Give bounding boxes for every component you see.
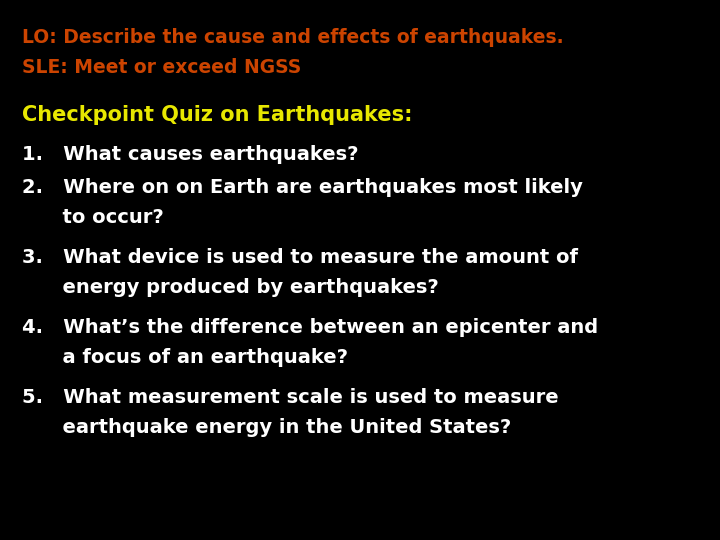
Text: earthquake energy in the United States?: earthquake energy in the United States? bbox=[22, 418, 511, 437]
Text: 1.   What causes earthquakes?: 1. What causes earthquakes? bbox=[22, 145, 359, 164]
Text: 3.   What device is used to measure the amount of: 3. What device is used to measure the am… bbox=[22, 248, 578, 267]
Text: 2.   Where on on Earth are earthquakes most likely: 2. Where on on Earth are earthquakes mos… bbox=[22, 178, 583, 197]
Text: Checkpoint Quiz on Earthquakes:: Checkpoint Quiz on Earthquakes: bbox=[22, 105, 413, 125]
Text: to occur?: to occur? bbox=[22, 208, 163, 227]
Text: energy produced by earthquakes?: energy produced by earthquakes? bbox=[22, 278, 438, 297]
Text: 4.   What’s the difference between an epicenter and: 4. What’s the difference between an epic… bbox=[22, 318, 598, 337]
Text: a focus of an earthquake?: a focus of an earthquake? bbox=[22, 348, 348, 367]
Text: LO: Describe the cause and effects of earthquakes.: LO: Describe the cause and effects of ea… bbox=[22, 28, 564, 47]
Text: SLE: Meet or exceed NGSS: SLE: Meet or exceed NGSS bbox=[22, 58, 301, 77]
Text: 5.   What measurement scale is used to measure: 5. What measurement scale is used to mea… bbox=[22, 388, 559, 407]
